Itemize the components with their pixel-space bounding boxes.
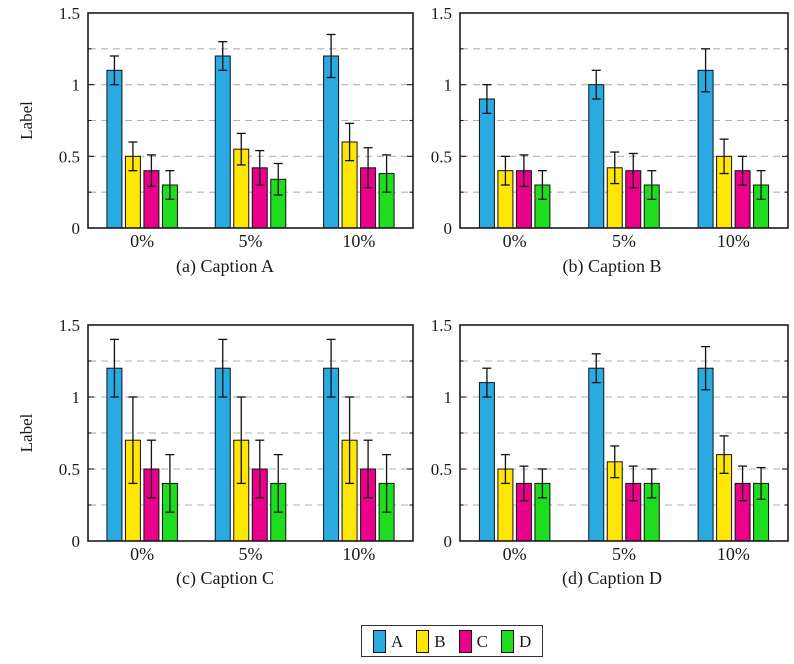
bar-a-10% — [697, 367, 714, 542]
chart-d: 0% 5% 10% 0 0.5 1 1.5 — [431, 316, 789, 564]
legend-swatch-d — [500, 629, 514, 653]
bar-a-5% — [588, 367, 605, 542]
y-tick-label: 0 — [444, 219, 453, 238]
legend-label-a: A — [391, 631, 404, 651]
bar-a-5% — [214, 55, 231, 229]
x-tick-label: 0% — [130, 231, 154, 251]
y-tick-label: 0 — [72, 532, 81, 551]
y-tick-label: 1.5 — [59, 4, 80, 23]
bar-a-0% — [106, 69, 123, 229]
legend-item-a: A — [373, 629, 404, 653]
caption-d: (d) Caption D — [562, 568, 662, 588]
y-axis-label: Label — [17, 413, 36, 452]
chart-c: 0% 5% 10% 0 0.5 1 1.5 Label — [17, 316, 414, 564]
bar-a-10% — [697, 69, 714, 229]
x-tick-label: 5% — [612, 544, 636, 564]
y-tick-label: 0 — [72, 219, 81, 238]
y-tick-label: 1.5 — [59, 316, 80, 335]
legend-swatch-a — [373, 629, 386, 653]
y-axis-label: Label — [17, 101, 36, 140]
bar-a-0% — [478, 98, 495, 229]
x-tick-label: 5% — [612, 231, 636, 251]
y-tick-label: 1 — [72, 76, 81, 95]
y-tick-label: 0.5 — [431, 147, 452, 166]
legend-label-c: C — [476, 631, 488, 651]
bar-a-10% — [323, 55, 340, 229]
legend-item-d: D — [500, 629, 532, 653]
y-tick-label: 0.5 — [59, 147, 80, 166]
y-tick-label: 0.5 — [59, 460, 80, 479]
legend: A B C D — [361, 625, 544, 657]
legend-label-d: D — [518, 631, 532, 651]
chart-b: 0% 5% 10% 0 0.5 1 1.5 — [431, 4, 789, 251]
x-tick-label: 0% — [130, 544, 154, 564]
y-tick-label: 1.5 — [431, 4, 452, 23]
x-tick-label: 10% — [342, 231, 375, 251]
y-tick-label: 1 — [444, 76, 453, 95]
x-tick-label: 10% — [717, 231, 750, 251]
x-tick-label: 0% — [503, 544, 527, 564]
x-tick-label: 5% — [239, 544, 263, 564]
caption-c: (c) Caption C — [176, 568, 274, 588]
x-tick-label: 10% — [342, 544, 375, 564]
caption-b: (b) Caption B — [562, 256, 662, 276]
bar-a-5% — [588, 84, 605, 229]
y-tick-label: 0.5 — [431, 460, 452, 479]
legend-item-c: C — [458, 629, 488, 653]
chart-a: 0% 5% 10% 0 0.5 1 1.5 Label — [17, 4, 414, 251]
y-tick-label: 1.5 — [431, 316, 452, 335]
legend-item-b: B — [416, 629, 446, 653]
bar-a-0% — [478, 382, 495, 542]
legend-swatch-c — [458, 629, 472, 653]
caption-a: (a) Caption A — [176, 256, 274, 276]
y-tick-label: 1 — [444, 388, 453, 407]
x-tick-label: 10% — [717, 544, 750, 564]
x-tick-label: 0% — [503, 231, 527, 251]
y-tick-label: 1 — [72, 388, 81, 407]
legend-swatch-b — [416, 629, 430, 653]
x-tick-label: 5% — [239, 231, 263, 251]
y-tick-label: 0 — [444, 532, 453, 551]
legend-label-b: B — [434, 631, 446, 651]
